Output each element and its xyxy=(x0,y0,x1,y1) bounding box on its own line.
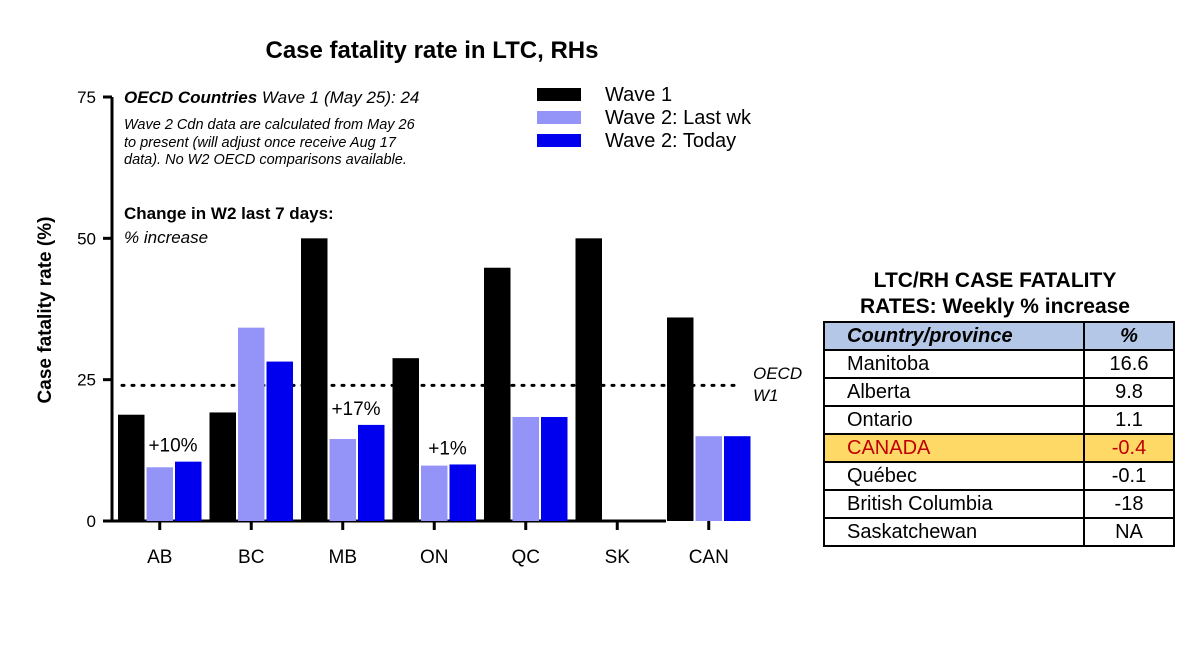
bar-mb-1 xyxy=(301,238,328,522)
oecd-annotation-bold: OECD Countries xyxy=(124,88,258,107)
bar-qc-2 xyxy=(512,416,539,521)
y-tick-label: 25 xyxy=(77,371,96,390)
table-row: Ontario 1.1 xyxy=(823,405,1175,435)
x-tick-label: CAN xyxy=(689,547,729,568)
table-title-line1: LTC/RH CASE FATALITY xyxy=(873,269,1117,292)
row-value: -0.1 xyxy=(1083,461,1175,491)
oecd-reference-label: OECD W1 xyxy=(753,363,802,407)
row-name: Saskatchewan xyxy=(823,517,1085,547)
header-country: Country/province xyxy=(823,321,1085,351)
bar-bc-1 xyxy=(209,412,236,521)
wave2-note: Wave 2 Cdn data are calculated from May … xyxy=(124,117,415,168)
y-tick-label: 75 xyxy=(77,88,96,107)
row-value: NA xyxy=(1083,517,1175,547)
legend-label-1: Wave 1 xyxy=(605,84,672,106)
bar-can-2 xyxy=(695,436,722,521)
bar-label-ab: +10% xyxy=(148,436,197,457)
bar-sk-1 xyxy=(575,238,602,522)
chart-title: Case fatality rate in LTC, RHs xyxy=(266,37,599,64)
bar-on-3 xyxy=(449,464,476,521)
axes: 0 25 50 75 AB BC MB ON QC SK CAN xyxy=(77,88,744,568)
x-tick-label: QC xyxy=(512,547,541,568)
oecd-reference-label-2: W1 xyxy=(753,386,779,405)
row-value: -0.4 xyxy=(1083,433,1175,463)
table-row: Alberta 9.8 xyxy=(823,377,1175,407)
table-row: Manitoba 16.6 xyxy=(823,349,1175,379)
row-name: Alberta xyxy=(823,377,1085,407)
bar-mb-2 xyxy=(329,439,356,521)
x-tick-label: MB xyxy=(329,547,358,568)
y-tick-label: 0 xyxy=(87,512,96,531)
oecd-annotation: OECD Countries Wave 1 (May 25): 24 xyxy=(124,88,419,108)
x-tick-label: SK xyxy=(605,547,631,568)
row-name: British Columbia xyxy=(823,489,1085,519)
table-row: CANADA -0.4 xyxy=(823,433,1175,463)
bar-bc-3 xyxy=(266,361,293,521)
legend-swatch-1 xyxy=(537,88,581,101)
legend-swatch-2 xyxy=(537,111,581,124)
row-value: 1.1 xyxy=(1083,405,1175,435)
bar-ab-3 xyxy=(175,461,202,521)
row-value: 16.6 xyxy=(1083,349,1175,379)
bar-label-on: +1% xyxy=(428,438,467,459)
table-header-row: Country/province % xyxy=(823,321,1175,351)
bar-can-3 xyxy=(724,436,751,521)
row-name: Québec xyxy=(823,461,1085,491)
table-body: Manitoba 16.6 Alberta 9.8 Ontario 1.1 CANADA -0… xyxy=(823,349,1175,547)
bar-on-1 xyxy=(392,358,419,521)
row-name: CANADA xyxy=(823,433,1085,463)
change-subtitle: % increase xyxy=(124,228,209,247)
row-value: 9.8 xyxy=(1083,377,1175,407)
y-tick-label: 50 xyxy=(77,229,96,248)
bar-bc-2 xyxy=(238,327,265,521)
bars xyxy=(118,238,751,522)
bar-labels: +10% +17% +1% xyxy=(148,399,466,460)
bar-qc-3 xyxy=(541,416,568,521)
table-row: Québec -0.1 xyxy=(823,461,1175,491)
row-value: -18 xyxy=(1083,489,1175,519)
oecd-annotation-rest: Wave 1 (May 25): 24 xyxy=(257,88,420,107)
row-name: Ontario xyxy=(823,405,1085,435)
legend-swatch-3 xyxy=(537,134,581,147)
x-tick-label: BC xyxy=(238,547,264,568)
bar-label-mb: +17% xyxy=(331,399,380,420)
x-tick-label: ON xyxy=(420,547,449,568)
bar-can-1 xyxy=(667,317,694,521)
x-tick-label: AB xyxy=(147,547,172,568)
table-title: LTC/RH CASE FATALITY RATES: Weekly % inc… xyxy=(820,268,1170,320)
bar-ab-2 xyxy=(146,467,173,521)
oecd-reference-label-1: OECD xyxy=(753,364,803,383)
row-name: Manitoba xyxy=(823,349,1085,379)
change-title: Change in W2 last 7 days: xyxy=(124,204,334,223)
table-row: British Columbia -18 xyxy=(823,489,1175,519)
y-axis-label: Case fatality rate (%) xyxy=(35,217,56,404)
legend-label-3: Wave 2: Today xyxy=(605,130,736,152)
legend-label-2: Wave 2: Last wk xyxy=(605,107,752,129)
bar-ab-1 xyxy=(118,414,145,521)
header-percent: % xyxy=(1083,321,1175,351)
bar-qc-1 xyxy=(484,267,511,521)
table-row: Saskatchewan NA xyxy=(823,517,1175,547)
table-title-line2: RATES: Weekly % increase xyxy=(859,295,1130,318)
bar-mb-3 xyxy=(358,424,385,521)
bar-on-2 xyxy=(421,465,448,521)
fatality-table: Country/province % Manitoba 16.6 Alberta 9.… xyxy=(823,321,1175,547)
